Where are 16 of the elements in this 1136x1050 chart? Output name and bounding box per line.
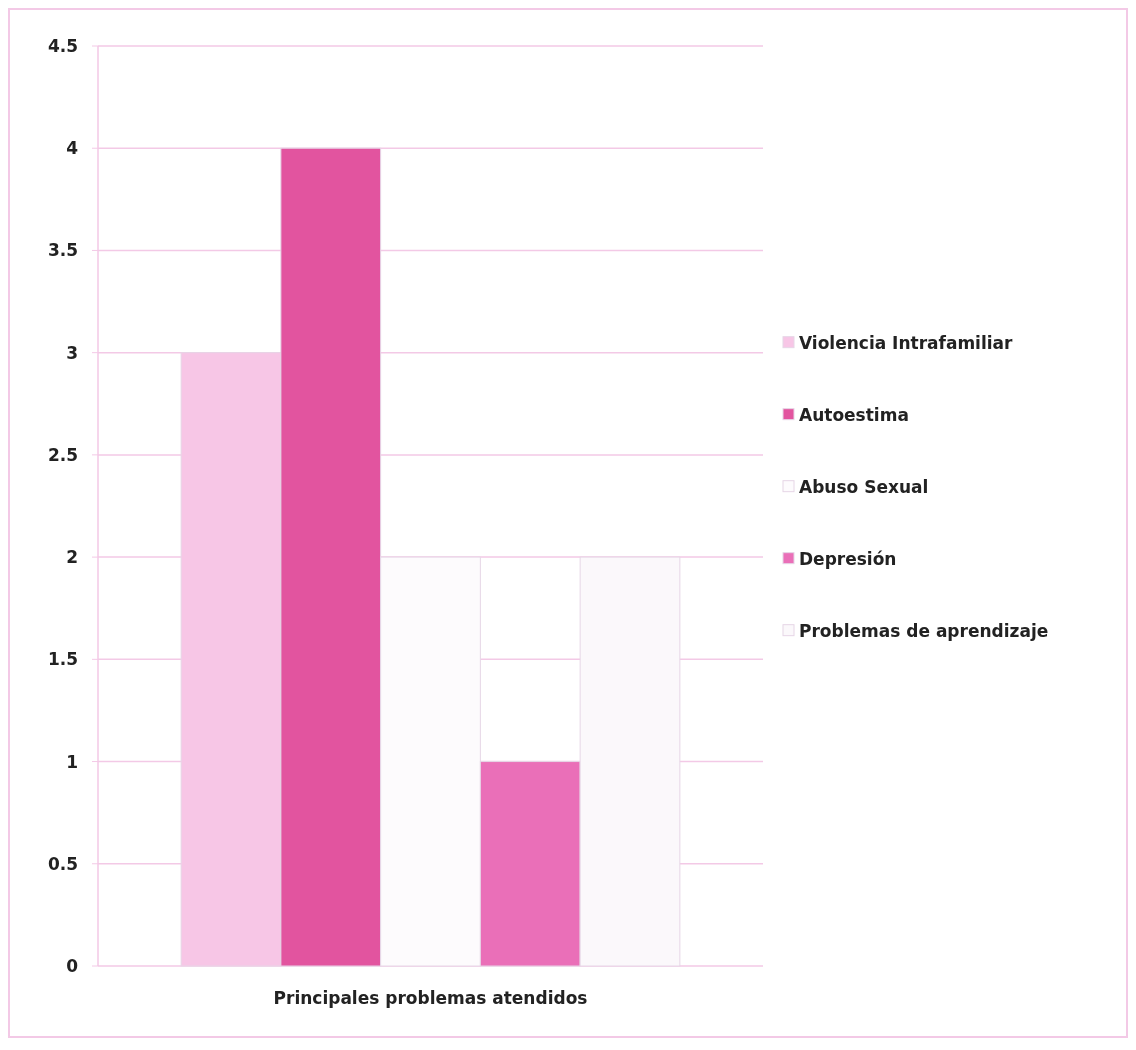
y-tick-label: 2 xyxy=(66,547,78,568)
y-tick-label: 1.5 xyxy=(47,649,78,670)
y-tick-label: 4.5 xyxy=(47,35,78,56)
y-tick-label: 2.5 xyxy=(47,444,78,465)
y-tick-label: 0 xyxy=(66,955,79,976)
legend-label: Abuso Sexual xyxy=(799,476,929,497)
y-tick-label: 0.5 xyxy=(47,853,78,874)
legend-label: Autoestima xyxy=(799,404,909,425)
legend-label: Depresión xyxy=(799,548,897,569)
y-tick-label: 4 xyxy=(66,138,79,159)
y-tick-label: 3.5 xyxy=(47,240,78,261)
y-tick-label: 1 xyxy=(66,751,78,772)
x-tick-label: Principales problemas atendidos xyxy=(273,988,588,1008)
legend-label: Violencia Intrafamiliar xyxy=(799,332,1014,353)
legend-label: Problemas de aprendizaje xyxy=(799,620,1049,641)
y-tick-label: 3 xyxy=(66,342,78,363)
